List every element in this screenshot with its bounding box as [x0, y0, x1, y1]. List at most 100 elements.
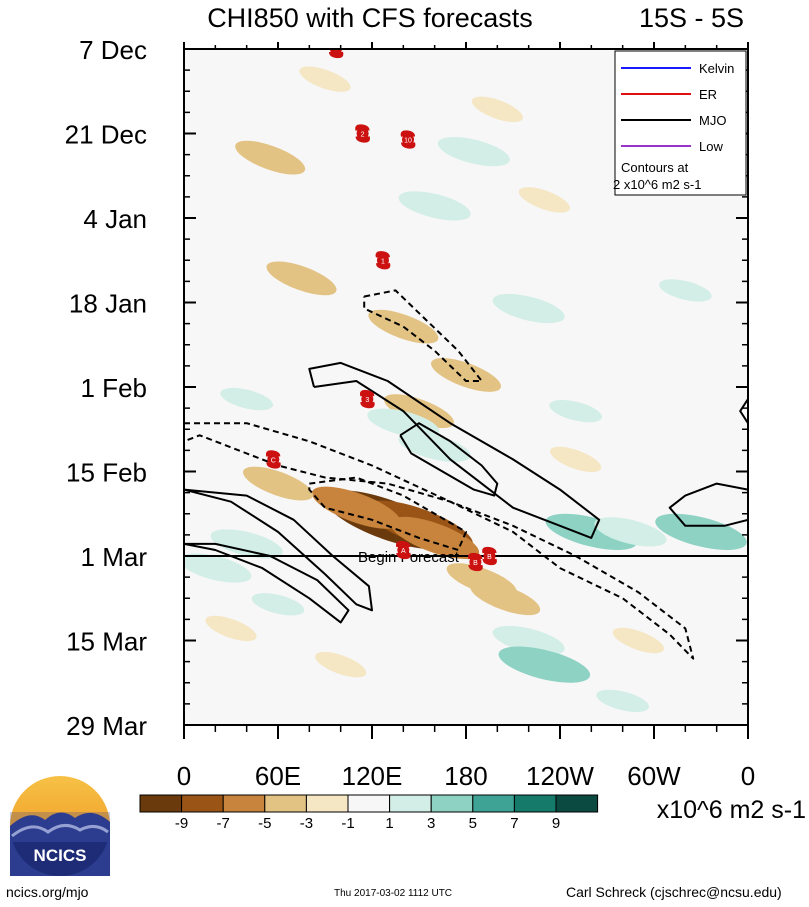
colorbar-swatch [513, 794, 557, 813]
storm-label: 10 [404, 138, 412, 145]
x-tick-label: 180 [444, 761, 487, 791]
colorbar-label: 5 [469, 815, 477, 832]
colorbar-swatch [139, 794, 183, 813]
anomaly-blob [299, 66, 351, 92]
chart-title: CHI850 with CFS forecasts [207, 3, 533, 33]
colorbar-label: 7 [510, 815, 518, 832]
colorbar-swatch [347, 794, 391, 813]
anomaly-blob [311, 486, 401, 529]
y-tick-label: 15 Feb [66, 458, 147, 488]
colorbar-label: -5 [258, 815, 271, 832]
mjo-contour-positive [308, 361, 601, 539]
legend-note-line1: Contours at [621, 160, 689, 175]
legend-label-kelvin: Kelvin [699, 61, 734, 76]
mjo-contour-positive [184, 542, 350, 624]
colorbar-label: 9 [552, 815, 560, 832]
x-tick-label: 120W [526, 761, 594, 791]
anomaly-blob [220, 387, 273, 411]
colorbar-swatch [555, 794, 599, 813]
colorbar-label: -3 [300, 815, 313, 832]
mjo-contour-positive [668, 482, 748, 527]
x-tick-label: 0 [177, 761, 191, 791]
storm-label: C [271, 457, 276, 464]
anomaly-blob [550, 446, 602, 473]
anomaly-blob [205, 615, 257, 642]
storm-label: B [487, 554, 492, 561]
anomaly-blob [210, 529, 283, 559]
legend-label-low: Low [699, 139, 723, 154]
x-tick-label: 60E [255, 761, 301, 791]
storm-icon: 2 [355, 124, 370, 143]
anomaly-blob [235, 140, 306, 175]
storm-icon: A [395, 540, 411, 560]
colorbar-swatch [305, 794, 349, 813]
x-tick-label: 60W [627, 761, 681, 791]
storm-icon: B [482, 546, 497, 566]
storm-label: 3 [365, 397, 369, 404]
anomaly-blob [242, 466, 314, 501]
mjo-contour-positive [184, 488, 373, 612]
anomaly-blob [594, 517, 667, 547]
anomaly-blob [470, 581, 541, 616]
colorbar-label: -1 [341, 815, 354, 832]
storm-icon: 1 [375, 251, 391, 270]
legend-label-mjo: MJO [699, 113, 726, 128]
y-tick-label: 15 Mar [66, 627, 147, 657]
legend-box [614, 50, 747, 196]
anomaly-blob [518, 187, 570, 213]
mjo-contour-positive [399, 422, 499, 497]
anomaly-blob [492, 625, 565, 656]
footer-timestamp: Thu 2017-03-02 1112 UTC [334, 888, 453, 899]
anomaly-blob [492, 293, 565, 324]
storm-icon: 3 [359, 389, 375, 409]
colorbar-label: -7 [217, 815, 230, 832]
y-tick-label: 18 Jan [69, 289, 147, 319]
storm-label: A [401, 548, 406, 555]
legend: Kelvin ER MJO Low Contours at 2 x10^6 m2 s-… [613, 50, 747, 196]
anomaly-blob [266, 261, 337, 296]
anomaly-blob [596, 689, 649, 712]
anomaly-blob [437, 136, 510, 167]
y-tick-label: 29 Mar [66, 711, 147, 741]
anomaly-blob [184, 553, 252, 583]
storm-icon [328, 49, 344, 59]
anomaly-blob [398, 191, 471, 221]
colorbar-swatch [181, 794, 224, 813]
y-tick-label: 7 Dec [79, 35, 147, 65]
mjo-contour-positive [739, 398, 748, 424]
legend-note-line2: 2 x10^6 m2 s-1 [613, 177, 701, 192]
anomaly-blob [390, 516, 480, 559]
anomaly-blob [430, 358, 502, 392]
ncics-logo: NCICS [10, 776, 110, 876]
anomaly-blob [471, 96, 523, 123]
y-tick-label: 1 Feb [81, 373, 148, 403]
anomaly-blob [612, 627, 664, 654]
storm-markers: 2 10 1 3 C A B B [265, 49, 497, 572]
anomaly-blob [251, 593, 305, 616]
x-tick-label: 0 [741, 761, 755, 791]
footer-url[interactable]: ncics.org/mjo [6, 884, 89, 900]
y-axis: 7 Dec 21 Dec 4 Jan 18 Jan 1 Feb 15 Feb 1 Mar 15… [65, 35, 748, 741]
anomaly-blob [398, 432, 471, 462]
mjo-contour-negative [363, 289, 483, 382]
x-tick-label: 120E [342, 761, 403, 791]
anomaly-blob [655, 513, 747, 550]
mjo-contours [184, 289, 748, 660]
colorbar-swatch [264, 794, 307, 813]
anomaly-blob [498, 646, 591, 683]
y-tick-label: 21 Dec [65, 120, 147, 150]
colorbar-swatch [222, 794, 266, 813]
storm-label: 1 [381, 258, 385, 265]
colorbar-units: x10^6 m2 s-1 [657, 796, 806, 824]
anomaly-blob [549, 400, 602, 423]
colorbar-swatch [472, 794, 515, 813]
logo-text: NCICS [34, 846, 87, 865]
storm-icon: B [468, 552, 483, 572]
colorbar: -9 -7 -5 -3 -1 1 3 5 7 9 [139, 794, 599, 832]
anomaly-blob [315, 651, 367, 678]
anomaly-blob [545, 513, 638, 550]
y-tick-label: 4 Jan [83, 204, 147, 234]
storm-label: 2 [361, 132, 365, 139]
storm-icon: C [265, 450, 281, 469]
